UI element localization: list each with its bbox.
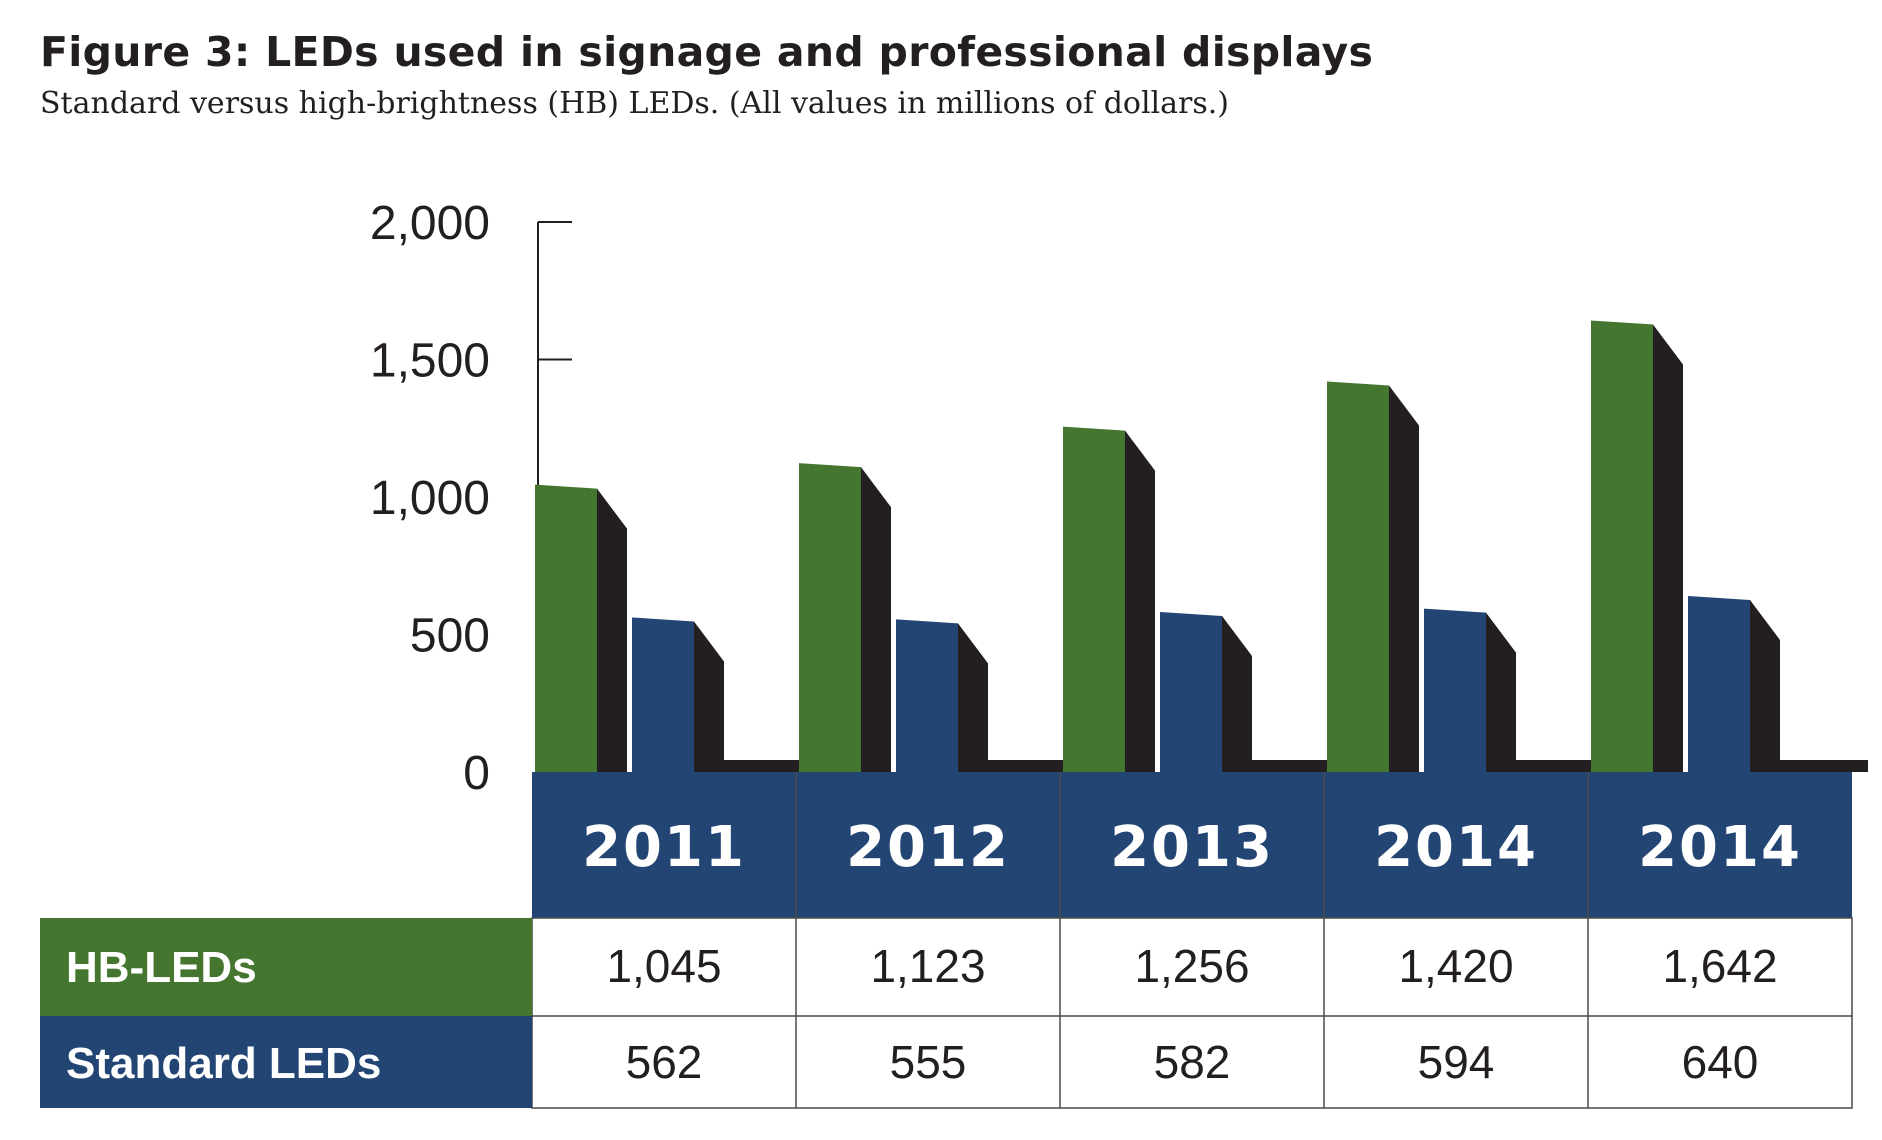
- standard-led-value: 640: [1682, 1036, 1759, 1088]
- x-category-label: 2013: [1110, 815, 1274, 880]
- hb-led-bar-side: [597, 488, 627, 772]
- hb-led-value: 1,045: [606, 940, 721, 992]
- x-category-label: 2014: [1638, 815, 1802, 880]
- standard-led-value: 594: [1418, 1036, 1495, 1088]
- floor-shadow: [1514, 760, 1604, 772]
- data-table: HB-LEDs Standard LEDs 2011 1,045 562 2012 1,12…: [40, 772, 1853, 1109]
- hb-led-bar: [1327, 381, 1389, 772]
- standard-led-bar: [896, 619, 958, 772]
- table-header: [532, 772, 1852, 918]
- hb-led-bar: [1591, 320, 1653, 772]
- legend-swatch-hb: [40, 918, 532, 1016]
- y-tick-label: 0: [463, 747, 490, 800]
- x-category-label: 2014: [1374, 815, 1538, 880]
- row-label-standard-leds: Standard LEDs: [66, 1039, 381, 1088]
- standard-led-bar: [1688, 596, 1750, 772]
- floor-shadow: [1250, 760, 1340, 772]
- row-label-hb-leds: HB-LEDs: [66, 943, 257, 992]
- standard-led-bar: [1424, 608, 1486, 772]
- hb-led-bar: [799, 463, 861, 772]
- hb-led-bar-side: [1653, 324, 1683, 772]
- x-category-label: 2011: [582, 815, 746, 880]
- floor-shadow: [986, 760, 1076, 772]
- hb-led-bar: [535, 484, 597, 772]
- hb-led-value: 1,256: [1134, 940, 1249, 992]
- hb-led-bar-side: [1125, 430, 1155, 772]
- standard-led-bar-side: [1222, 615, 1252, 772]
- chart-title: Figure 3: LEDs used in signage and profe…: [40, 28, 1374, 76]
- standard-led-value: 582: [1154, 1036, 1231, 1088]
- y-tick-label: 2,000: [370, 197, 490, 250]
- y-axis: 0 500 1,000 1,500 2,000: [370, 197, 572, 800]
- table-body: [531, 917, 1853, 1109]
- standard-led-bar-side: [958, 623, 988, 772]
- legend-swatch-standard: [40, 1016, 532, 1108]
- bars: [535, 320, 1868, 772]
- y-tick-label: 1,000: [370, 472, 490, 525]
- floor-shadow: [722, 760, 812, 772]
- floor-shadow: [1778, 760, 1868, 772]
- y-tick-label: 1,500: [370, 335, 490, 388]
- standard-led-bar: [632, 617, 694, 772]
- standard-led-bar-side: [694, 621, 724, 772]
- standard-led-bar-side: [1486, 612, 1516, 772]
- y-tick-label: 500: [410, 610, 490, 663]
- standard-led-bar-side: [1750, 600, 1780, 772]
- hb-led-bar: [1063, 426, 1125, 772]
- x-category-label: 2012: [846, 815, 1010, 880]
- standard-led-bar: [1160, 611, 1222, 772]
- hb-led-value: 1,642: [1662, 940, 1777, 992]
- hb-led-bar-side: [1389, 385, 1419, 772]
- hb-led-bar-side: [861, 467, 891, 772]
- hb-led-value: 1,420: [1398, 940, 1513, 992]
- chart-subtitle: Standard versus high-brightness (HB) LED…: [40, 86, 1230, 121]
- standard-led-value: 562: [626, 1036, 703, 1088]
- standard-led-value: 555: [890, 1036, 967, 1088]
- hb-led-value: 1,123: [870, 940, 985, 992]
